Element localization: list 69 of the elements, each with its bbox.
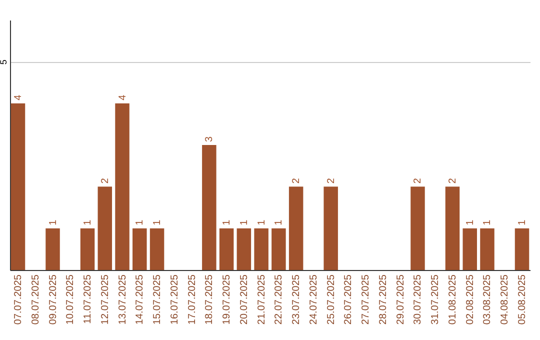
x-tick-label: 11.07.2025 bbox=[82, 274, 94, 324]
x-tick-label: 12.07.2025 bbox=[100, 274, 111, 325]
bar bbox=[46, 228, 60, 270]
data-label: 1 bbox=[274, 219, 285, 226]
x-tick-label: 09.07.2025 bbox=[48, 274, 59, 325]
data-label: 1 bbox=[482, 219, 494, 226]
x-tick-label: 01.08.2025 bbox=[447, 274, 458, 325]
data-label: 4 bbox=[12, 94, 24, 100]
x-tick-label: 23.07.2025 bbox=[291, 274, 302, 325]
x-tick-label: 27.07.2025 bbox=[360, 274, 372, 325]
x-tick-label: 18.07.2025 bbox=[204, 274, 216, 325]
bar bbox=[445, 186, 460, 270]
data-label: 1 bbox=[82, 219, 94, 226]
bar bbox=[410, 186, 425, 270]
x-tick-label: 20.07.2025 bbox=[238, 274, 250, 325]
x-tick-label: 17.07.2025 bbox=[186, 274, 198, 325]
data-label: 1 bbox=[152, 219, 164, 226]
x-tick-label: 29.07.2025 bbox=[395, 274, 406, 325]
x-tick-label: 22.07.2025 bbox=[274, 274, 285, 325]
bar bbox=[254, 228, 268, 270]
bar bbox=[80, 228, 95, 270]
data-label: 1 bbox=[48, 219, 59, 226]
x-tick-label: 03.08.2025 bbox=[482, 274, 494, 325]
data-label: 2 bbox=[291, 178, 302, 184]
data-label: 1 bbox=[238, 219, 250, 226]
x-tick-label: 02.08.2025 bbox=[464, 274, 476, 325]
x-tick-label: 28.07.2025 bbox=[378, 274, 389, 325]
x-tick-label: 08.07.2025 bbox=[30, 274, 42, 325]
x-tick-label: 26.07.2025 bbox=[343, 274, 354, 325]
bar bbox=[115, 103, 130, 270]
x-tick-label: 25.07.2025 bbox=[326, 274, 337, 325]
data-label: 3 bbox=[204, 136, 216, 142]
data-label: 2 bbox=[100, 178, 111, 184]
x-tick-label: 05.08.2025 bbox=[517, 274, 528, 325]
x-tick-label: 24.07.2025 bbox=[308, 274, 320, 325]
bar bbox=[462, 228, 477, 270]
data-label: 1 bbox=[134, 219, 146, 226]
bar bbox=[236, 228, 252, 270]
x-tick-label: 14.07.2025 bbox=[134, 274, 146, 325]
data-label: 1 bbox=[517, 219, 528, 226]
data-label: 1 bbox=[464, 219, 476, 226]
bar bbox=[324, 186, 338, 270]
x-tick-label: 21.07.2025 bbox=[256, 274, 268, 325]
data-label: 2 bbox=[447, 178, 458, 184]
data-label: 4 bbox=[117, 94, 128, 100]
x-tick-label: 19.07.2025 bbox=[222, 274, 233, 325]
bar bbox=[150, 228, 164, 270]
x-tick-label: 07.07.2025 bbox=[12, 274, 24, 325]
bar bbox=[98, 186, 112, 270]
data-label: 1 bbox=[256, 219, 268, 226]
bar bbox=[480, 228, 494, 270]
bar bbox=[219, 228, 234, 270]
bar bbox=[272, 228, 286, 270]
bar bbox=[288, 186, 304, 270]
x-tick-label: 15.07.2025 bbox=[152, 274, 164, 325]
y-tick-label: 5 bbox=[0, 60, 8, 65]
x-tick-label: 04.08.2025 bbox=[500, 274, 511, 325]
data-label: 1 bbox=[222, 219, 233, 226]
x-tick-label: 16.07.2025 bbox=[169, 274, 180, 325]
bar bbox=[132, 228, 147, 270]
bar bbox=[202, 145, 216, 270]
x-tick-label: 10.07.2025 bbox=[65, 274, 76, 325]
x-tick-label: 31.07.2025 bbox=[430, 274, 442, 325]
bar bbox=[514, 228, 530, 270]
x-tick-label: 30.07.2025 bbox=[412, 274, 424, 325]
data-label: 2 bbox=[326, 178, 337, 184]
x-tick-label: 13.07.2025 bbox=[117, 274, 128, 325]
bar bbox=[10, 103, 26, 270]
data-label: 2 bbox=[412, 178, 424, 184]
